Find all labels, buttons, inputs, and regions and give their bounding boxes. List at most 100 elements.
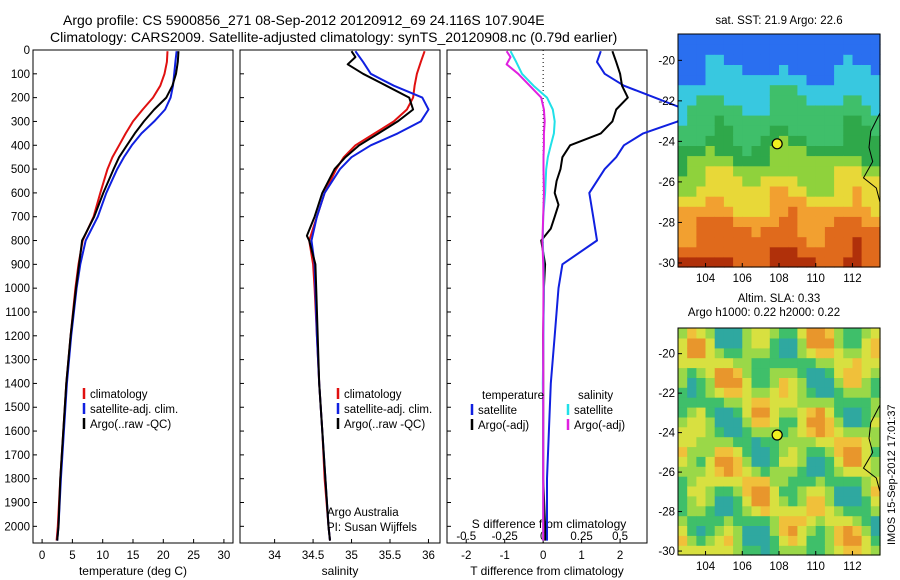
x2-tick-label: -0.25 [492,531,518,543]
legend-label-0-0: satellite [478,405,517,417]
x-axis-label: temperature (deg C) [79,564,187,578]
x-tick-label: 0 [540,550,546,562]
legend-label-0: climatology [344,389,402,401]
map-y-tick-label: -22 [658,388,675,400]
x-axis-label: T difference from climatology [470,564,624,578]
y-tick-label: 200 [11,93,30,105]
coastline [862,404,881,492]
y-tick-label: 400 [11,140,30,152]
x-tick-label: 0 [39,550,45,562]
y-tick-label: 1700 [4,450,30,462]
x-tick-label: 15 [127,550,140,562]
x-tick-label: 34 [268,550,281,562]
timestamp-stamp: IMOS 15-Sep-2012 17:01:37 [886,404,898,545]
map-y-tick-label: -28 [658,217,675,229]
legend-label-2: Argo(..raw -QC) [90,419,171,431]
x2-tick-label: -0.5 [456,531,476,543]
legend-group-title-1: salinity [578,390,613,402]
map-y-tick-label: -24 [658,428,675,440]
map-y-tick-label: -20 [658,349,675,361]
y-tick-label: 1200 [4,331,30,343]
map-y-tick-label: -30 [658,546,675,558]
x2-axis-label: S difference from climatology [472,517,627,531]
profile-panel-2: -2 -1 0 1 2 T difference from climatology -0.5… [446,49,687,578]
map-y-tick-label: -28 [658,507,675,519]
map-title-line-0: Altim. SLA: 0.33 [738,293,820,305]
header-line1: Argo profile: CS 5900856_271 08-Sep-2012… [63,12,545,28]
legend-label-1-1: Argo(-adj) [574,420,625,432]
y-tick-label: 700 [11,212,30,224]
y-tick-label: 2000 [4,521,30,533]
x-tick-label: 1 [578,550,584,562]
map-title-line-1: Argo h1000: 0.22 h2000: 0.22 [688,307,840,319]
profile-panel-0: 0100200300400500600700800900100011001200… [4,45,234,578]
map-x-tick-label: 110 [807,273,825,285]
x-tick-label: 35.5 [379,550,401,562]
y-tick-label: 500 [11,164,30,176]
map-y-tick-label: -30 [658,258,675,270]
x-tick-label: 36 [422,550,435,562]
y-tick-label: 1600 [4,426,30,438]
legend-label-0-1: Argo(-adj) [478,420,529,432]
map-x-tick-label: 112 [843,273,861,285]
map-x-tick-label: 106 [733,561,752,573]
plot-frame [239,49,441,544]
x-tick-label: 30 [218,550,231,562]
x2-tick-label: 0.25 [570,531,592,543]
x-tick-label: 20 [157,550,170,562]
coastline [862,112,881,203]
x-tick-label: 10 [96,550,109,562]
map-x-tick-label: 106 [733,273,752,285]
x-tick-label: 35 [345,550,358,562]
y-tick-label: 100 [11,69,30,81]
map-x-tick-label: 104 [696,273,716,285]
profile-panel-1: 34 34.5 35 35.5 36 salinity climatology satelli… [239,49,441,578]
y-tick-label: 1500 [4,402,30,414]
x-tick-label: -1 [500,550,510,562]
series-line-0 [546,50,687,541]
series-line-2 [305,50,415,541]
map-y-tick-label: -20 [658,55,675,67]
x-tick-label: -2 [461,550,471,562]
legend-label-2: Argo(..raw -QC) [344,419,425,431]
y-tick-label: 600 [11,188,30,200]
x-tick-label: 25 [187,550,200,562]
y-tick-label: 900 [11,259,30,271]
argo-position-marker [771,429,783,441]
series-line-2 [56,51,180,541]
legend-label-1-0: satellite [574,405,613,417]
map-x-tick-label: 110 [807,561,825,573]
map-x-tick-label: 108 [769,273,788,285]
y-tick-label: 0 [24,45,30,57]
legend-label-1: satellite-adj. clim. [344,404,432,416]
y-tick-label: 800 [11,236,30,248]
x-tick-label: 2 [617,550,623,562]
map-panel-1: 104 106 108 110 112 -20 -22 -24 -26 -28 -30 Altim. … [658,293,881,573]
map-title: sat. SST: 21.9 Argo: 22.6 [715,15,842,27]
y-tick-label: 1300 [4,355,30,367]
argo-position-marker [771,138,783,150]
y-tick-label: 1800 [4,474,30,486]
y-tick-label: 1000 [4,283,30,295]
map-y-tick-label: -22 [658,96,675,108]
y-tick-label: 300 [11,116,30,128]
legend-label-0: climatology [90,389,148,401]
map-y-tick-label: -24 [658,136,675,148]
map-x-tick-label: 112 [843,561,861,573]
x-axis-label: salinity [322,564,359,578]
plot-frame [32,49,234,544]
map-x-tick-label: 108 [769,561,788,573]
legend-label-1: satellite-adj. clim. [90,404,178,416]
header-line2: Climatology: CARS2009. Satellite-adjuste… [50,29,617,45]
series-line-3 [505,50,546,541]
map-y-tick-label: -26 [658,177,675,189]
map-y-tick-label: -26 [658,467,675,479]
legend-group-title-0: temperature [482,390,544,402]
annotation-line-0: Argo Australia [327,507,399,519]
annotation-line-1: PI: Susan Wijffels [327,522,417,534]
y-tick-label: 1400 [4,378,30,390]
map-panel-0: 104 106 108 110 112 -20 -22 -24 -26 -28 -30 sat. SS… [658,15,881,285]
x-tick-label: 5 [69,550,75,562]
y-tick-label: 1900 [4,498,30,510]
